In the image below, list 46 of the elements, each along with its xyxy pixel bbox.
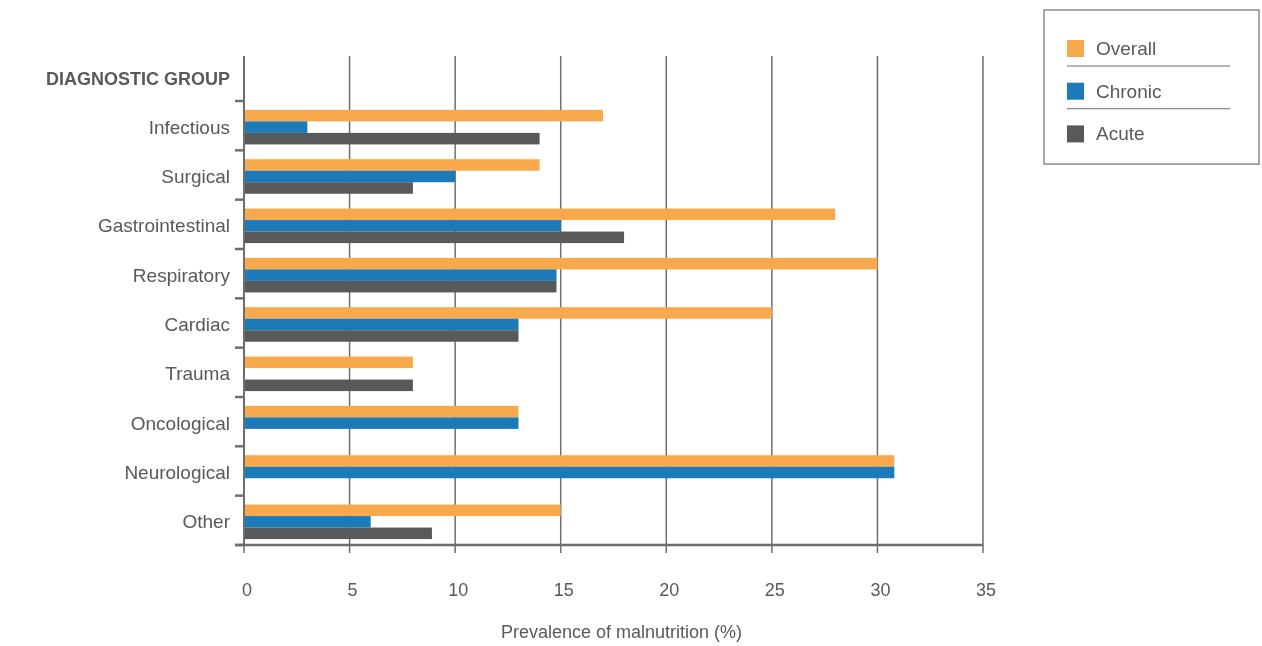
y-tick-label: Infectious	[148, 116, 230, 138]
legend-label: Chronic	[1096, 80, 1162, 102]
y-tick-label: Trauma	[165, 363, 231, 385]
bar	[244, 257, 878, 270]
bar	[244, 170, 456, 183]
bar	[244, 405, 519, 418]
x-tick-label: 30	[870, 579, 891, 600]
bar	[244, 307, 772, 319]
bar	[244, 220, 561, 232]
y-axis-title: DIAGNOSTIC GROUP	[45, 68, 230, 89]
bar	[244, 121, 308, 133]
bar	[244, 318, 519, 331]
x-tick-label: 20	[659, 579, 680, 600]
x-tick-label: 35	[975, 579, 997, 600]
y-tick-label: Cardiac	[164, 314, 230, 336]
y-tick-label: Oncological	[130, 412, 230, 434]
legend-label: Acute	[1096, 123, 1145, 145]
x-axis-title: Prevalence of malnutrition (%)	[500, 621, 743, 642]
bar	[244, 269, 557, 281]
bar	[244, 516, 371, 528]
x-tick-label: 15	[553, 579, 574, 600]
bar	[244, 280, 557, 293]
bar	[244, 109, 603, 122]
y-tick-label: Other	[182, 511, 231, 533]
bar	[244, 159, 540, 171]
x-tick-label: 5	[347, 579, 358, 600]
bar	[244, 527, 432, 540]
bar	[244, 132, 540, 145]
bar	[244, 182, 413, 194]
y-tick-label: Neurological	[124, 462, 230, 484]
bar	[244, 208, 836, 221]
bar	[244, 417, 519, 429]
bar	[244, 455, 895, 467]
bar	[244, 466, 895, 479]
x-tick-label: 25	[764, 579, 785, 600]
x-tick-label: 0	[241, 579, 253, 600]
x-tick-label: 10	[448, 579, 469, 600]
bar	[244, 330, 519, 342]
legend-label: Overall	[1096, 38, 1157, 60]
y-tick-label: Respiratory	[132, 264, 231, 286]
bar	[244, 379, 413, 392]
bar	[244, 231, 625, 244]
bar	[244, 356, 413, 369]
bar	[244, 504, 561, 517]
y-tick-label: Surgical	[161, 166, 230, 188]
y-tick-label: Gastrointestinal	[97, 215, 230, 237]
